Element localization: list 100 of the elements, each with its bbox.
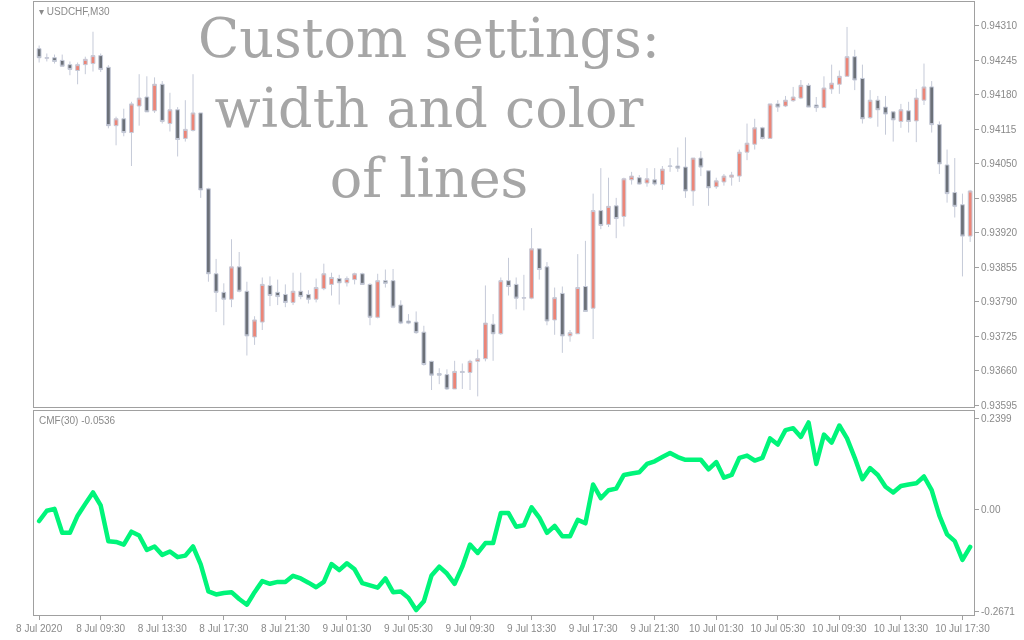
candlestick [259, 276, 265, 331]
candlestick [82, 56, 88, 75]
y-tick-label: 0.94180 [981, 89, 1018, 101]
candlestick [913, 88, 919, 143]
x-tick-label: 8 Jul 17:30 [199, 623, 249, 634]
candlestick [159, 80, 165, 125]
candlestick [783, 95, 788, 108]
candlestick [936, 120, 942, 175]
candlestick [752, 118, 758, 151]
candlestick [267, 275, 273, 307]
candlestick [652, 167, 658, 187]
candlestick [744, 123, 750, 161]
candlestick [290, 272, 296, 306]
candlestick [683, 136, 688, 199]
candlestick [852, 49, 858, 91]
x-tick-label: 10 Jul 17:30 [935, 623, 991, 634]
x-tick-label: 10 Jul 05:30 [750, 623, 806, 634]
candlestick [252, 315, 257, 346]
candlestick [152, 76, 157, 114]
candlestick [921, 63, 927, 106]
candlestick [559, 286, 565, 354]
candlestick [960, 193, 965, 277]
candlestick [521, 274, 527, 311]
candlestick [529, 227, 534, 300]
candlestick [598, 167, 604, 230]
candlestick [621, 177, 627, 228]
chart-title: CMF(30) -0.0536 [39, 415, 116, 426]
candlestick [721, 173, 727, 187]
candlestick [606, 177, 611, 228]
candlestick [336, 274, 342, 306]
y-tick-label: 0.93660 [981, 365, 1018, 377]
y-tick-label: 0.93855 [981, 261, 1018, 273]
candlestick [790, 86, 796, 103]
candlestick [760, 126, 765, 140]
candlestick [944, 149, 950, 204]
x-tick-label: 10 Jul 01:30 [688, 623, 744, 634]
candlestick [59, 54, 65, 67]
candlestick [144, 75, 150, 113]
candlestick [221, 282, 227, 326]
candlestick [698, 150, 704, 177]
candlestick [813, 96, 819, 113]
candlestick [613, 197, 619, 239]
candlestick [775, 99, 781, 113]
candlestick [198, 112, 204, 199]
candlestick [967, 189, 973, 243]
candlestick [860, 64, 865, 125]
candlestick [552, 287, 558, 336]
candlestick [506, 257, 511, 297]
candlestick [952, 157, 958, 218]
candlestick [406, 313, 411, 325]
x-tick-label: 9 Jul 09:30 [445, 623, 495, 634]
candlestick [798, 79, 804, 100]
candlestick [821, 75, 827, 109]
y-tick-label: 0.93595 [981, 399, 1018, 411]
candlestick [667, 157, 673, 173]
candlestick [444, 368, 450, 391]
candlestick [490, 313, 496, 362]
candlestick [898, 103, 904, 129]
candlestick [583, 240, 588, 312]
candlestick [367, 282, 373, 326]
candlestick [767, 103, 773, 139]
candlestick [644, 167, 650, 188]
candlestick [567, 329, 573, 343]
candlestick [244, 281, 250, 356]
candlestick [213, 258, 219, 313]
candlestick [929, 80, 935, 134]
candlestick [321, 263, 327, 291]
candlestick [344, 275, 350, 287]
candlestick [190, 73, 196, 133]
x-tick-label: 8 Jul 2020 [16, 623, 63, 634]
candlestick [75, 62, 80, 85]
candlestick [806, 82, 811, 108]
y-tick-label: 0.93725 [981, 330, 1018, 342]
candlestick [313, 278, 319, 303]
y-tick-label: 0.94050 [981, 158, 1018, 170]
candlestick [52, 54, 57, 65]
candlestick [175, 106, 181, 157]
y-tick-label: 0.93790 [981, 296, 1018, 308]
candlestick [36, 45, 42, 64]
candlestick [236, 251, 242, 293]
candlestick [382, 269, 388, 289]
x-tick-label: 9 Jul 13:30 [507, 623, 557, 634]
candlestick [375, 273, 381, 319]
y-tick-label: 0.94115 [981, 123, 1017, 135]
candlestick [113, 116, 119, 146]
y-tick-label: 0.00 [981, 504, 1001, 516]
x-tick-label: 9 Jul 05:30 [383, 623, 434, 634]
candlestick [844, 26, 850, 77]
candlestick [459, 362, 465, 390]
candlestick [352, 272, 357, 285]
candlestick [475, 349, 481, 397]
candlestick [836, 69, 842, 95]
candlestick [829, 64, 835, 95]
candlestick [890, 111, 896, 143]
candlestick [390, 268, 396, 309]
candlestick [875, 95, 881, 128]
candlestick [229, 238, 234, 308]
candlestick [713, 177, 719, 190]
candlestick [105, 64, 111, 129]
candlestick [298, 272, 304, 300]
